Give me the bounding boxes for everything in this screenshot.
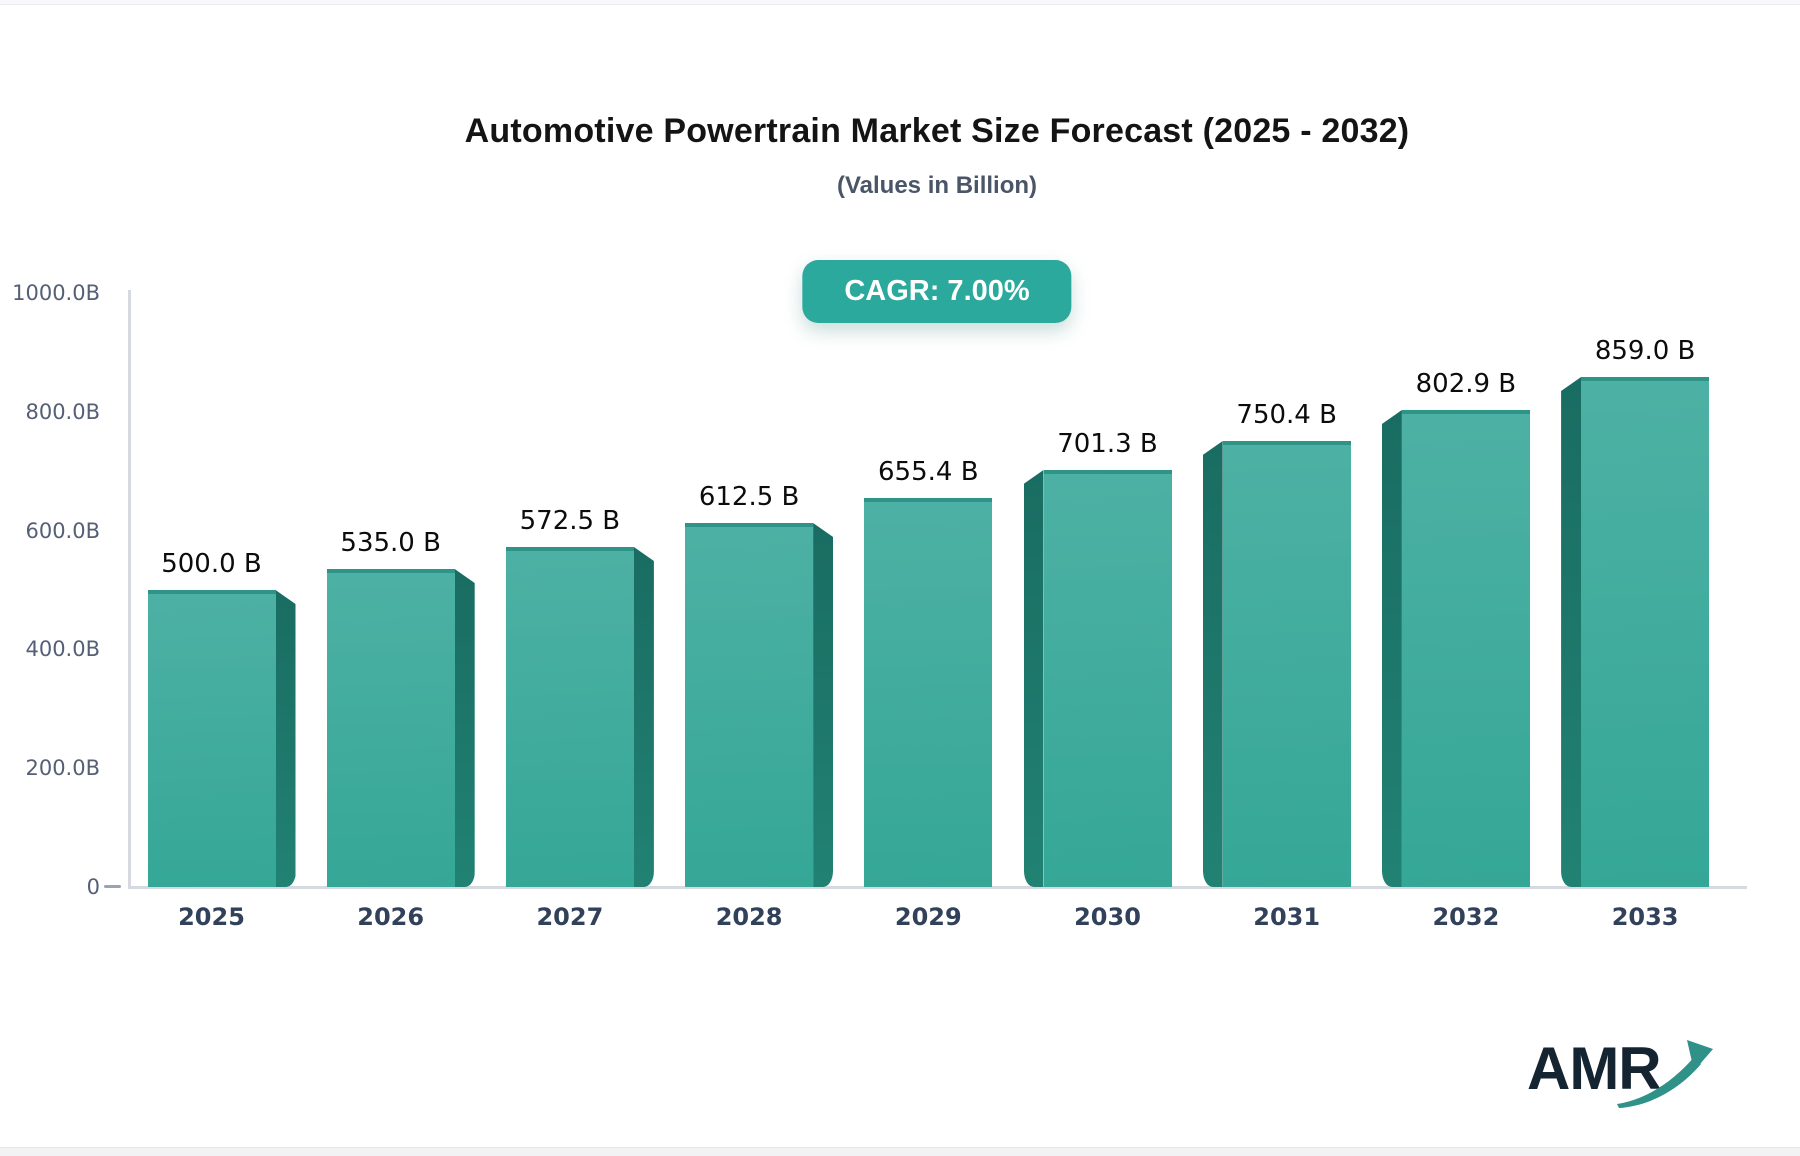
bar-value-label: 535.0 B: [340, 528, 441, 558]
x-tick-label: 2029: [894, 903, 962, 931]
x-tick-label: 2027: [536, 903, 604, 931]
top-border-band: [0, 0, 1800, 5]
bar-face: [1222, 441, 1351, 887]
y-tick-label: 800.0B: [25, 399, 100, 424]
bar-value-label: 750.4 B: [1236, 400, 1337, 430]
y-tick-label: 600.0B: [25, 518, 100, 543]
amr-logo-text: AMR: [1527, 1035, 1662, 1102]
bar-side: [813, 523, 834, 887]
bar-side: [1561, 377, 1582, 887]
cagr-badge: CAGR: 7.00%: [802, 260, 1072, 323]
bar-value-label: 655.4 B: [878, 457, 979, 487]
x-tick-label: 2025: [178, 903, 245, 931]
chart-subtitle: (Values in Billion): [836, 172, 1038, 199]
y-tick-label: 400.0B: [25, 637, 100, 662]
bar-face: [505, 547, 634, 887]
bar-value-label: 612.5 B: [698, 482, 800, 512]
bar-value-label: 701.3 B: [1057, 429, 1158, 459]
amr-logo: AMR: [1527, 1028, 1717, 1112]
bar-value-label: 500.0 B: [161, 549, 262, 579]
bottom-border-band: [0, 1147, 1800, 1156]
x-tick-label: 2030: [1074, 903, 1141, 931]
bar-side: [633, 547, 654, 887]
bar-side: [1381, 410, 1402, 887]
bar-face: [326, 569, 455, 887]
bar-value-label: 859.0 B: [1594, 336, 1696, 366]
x-tick-label: 2026: [357, 903, 425, 931]
bar-face: [1581, 377, 1710, 887]
y-axis-line: [128, 290, 131, 889]
bar-face: [1043, 470, 1172, 887]
x-tick-label: 2028: [715, 903, 783, 931]
x-axis-line: [128, 886, 1747, 889]
x-tick-label: 2032: [1432, 903, 1500, 931]
bar-face: [685, 523, 814, 887]
y-tick-label: 1000.0B: [12, 281, 100, 305]
chart-title: Automotive Powertrain Market Size Foreca…: [464, 112, 1410, 150]
bar-value-label: 802.9 B: [1415, 369, 1517, 399]
bar-side: [275, 590, 296, 887]
y-zero-tick: [104, 885, 121, 888]
bar-side: [1023, 470, 1044, 887]
bar-face: [147, 590, 276, 887]
bar-side: [454, 569, 475, 887]
x-tick-label: 2033: [1611, 903, 1679, 931]
bar-face: [864, 498, 993, 887]
x-tick-label: 2031: [1253, 903, 1321, 931]
y-tick-label: 200.0B: [25, 756, 100, 781]
bar-face: [1401, 410, 1530, 887]
bar-side: [1202, 441, 1223, 887]
growth-arrow-icon: [1617, 1040, 1713, 1108]
bar-value-label: 572.5 B: [519, 506, 621, 536]
y-tick-label: 0: [86, 875, 100, 899]
